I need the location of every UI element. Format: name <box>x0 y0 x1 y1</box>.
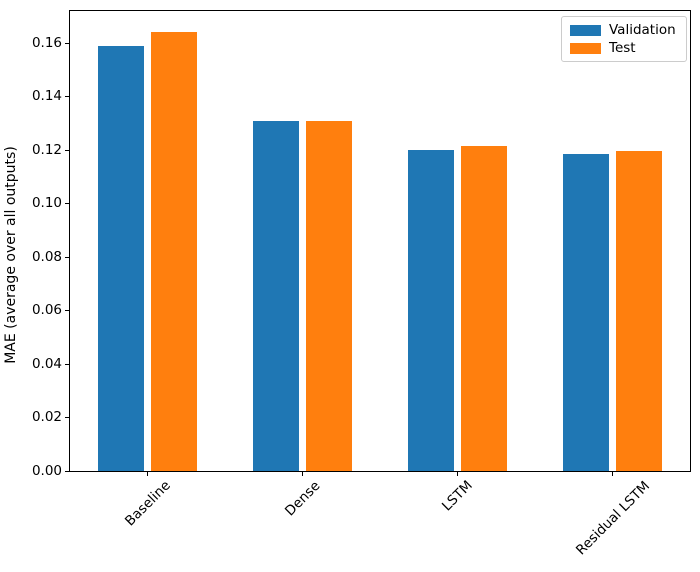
y-tick <box>65 417 69 418</box>
legend: Validation Test <box>561 16 687 62</box>
y-tick-label: 0.14 <box>31 88 62 105</box>
bar-validation-baseline <box>97 45 145 471</box>
x-tick <box>302 472 303 476</box>
y-tick <box>65 149 69 151</box>
y-tick-label: 0.10 <box>31 195 62 212</box>
x-tick-label-lstm: LSTM <box>439 477 476 515</box>
bar-validation-residual-lstm <box>562 154 610 471</box>
bar-validation-lstm <box>407 150 455 471</box>
y-tick-label: 0.06 <box>31 302 62 319</box>
y-axis-label: MAE (average over all outputs) <box>3 146 19 364</box>
bar-test-dense <box>305 120 353 471</box>
x-tick-label-dense: Dense <box>281 478 324 520</box>
bar-validation-dense <box>252 120 300 471</box>
y-tick <box>65 363 69 365</box>
y-tick-label: 0.04 <box>31 355 62 372</box>
legend-swatch-validation <box>570 24 601 36</box>
y-tick <box>65 42 69 44</box>
bar-test-baseline <box>150 32 198 471</box>
legend-label-test: Test <box>609 40 636 56</box>
axes-area <box>69 10 691 472</box>
x-tick-label-residual-lstm: Residual LSTM <box>572 477 653 558</box>
y-tick <box>65 310 69 312</box>
y-tick <box>65 470 69 472</box>
y-tick-label: 0.02 <box>31 409 62 425</box>
legend-label-validation: Validation <box>609 22 676 38</box>
y-tick <box>65 203 69 205</box>
y-tick-label: 0.16 <box>31 34 62 51</box>
y-tick <box>65 96 69 98</box>
x-tick <box>147 472 148 476</box>
x-tick <box>612 472 613 476</box>
y-tick-label: 0.00 <box>31 462 62 479</box>
legend-item-test: Test <box>570 40 678 56</box>
y-tick-label: 0.12 <box>31 141 62 158</box>
bar-test-residual-lstm <box>615 151 663 471</box>
bar-test-lstm <box>460 146 508 471</box>
y-tick <box>65 256 69 258</box>
y-tick-label: 0.08 <box>31 248 62 265</box>
legend-item-validation: Validation <box>570 22 678 38</box>
x-tick <box>457 472 458 476</box>
legend-swatch-test <box>570 42 601 54</box>
x-tick-label-baseline: Baseline <box>121 477 174 530</box>
